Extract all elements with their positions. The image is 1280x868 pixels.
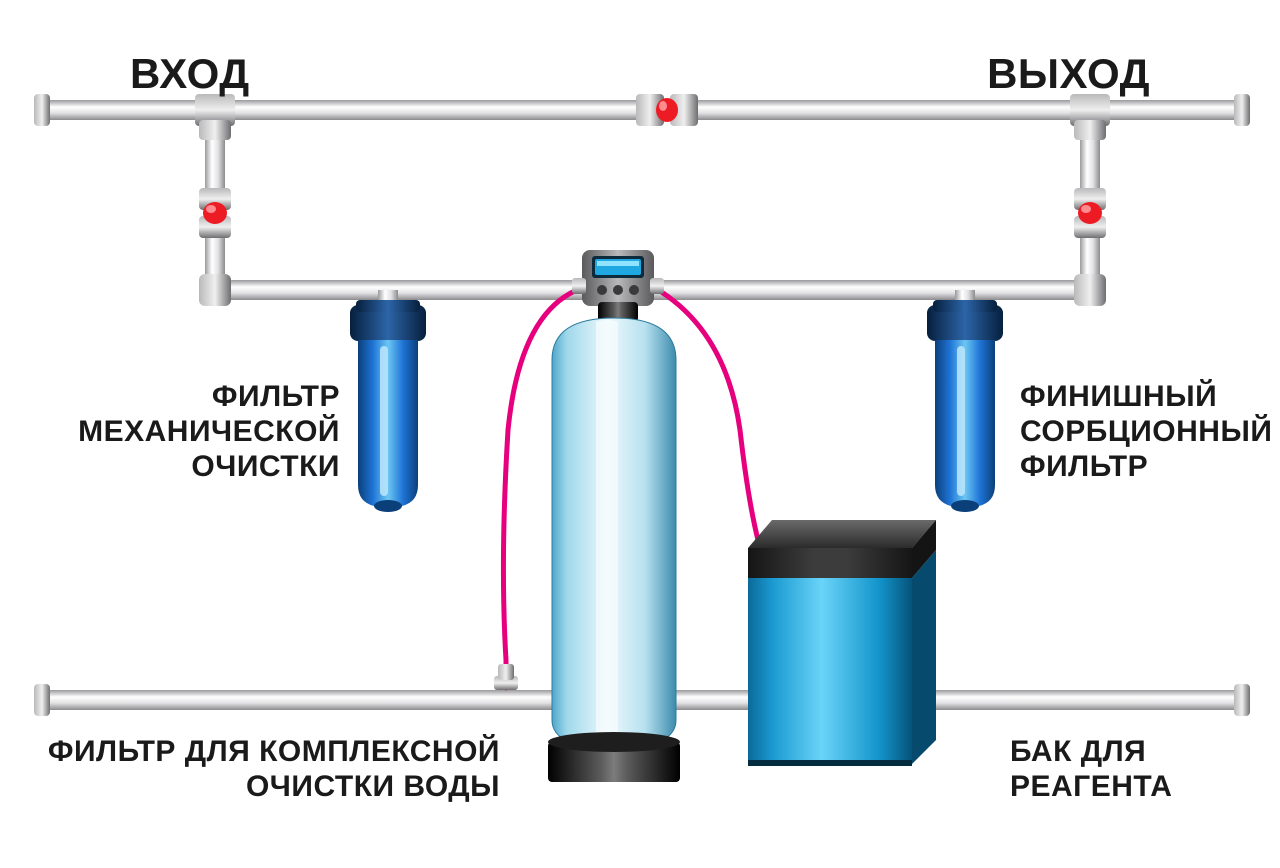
- finishing-filter: [927, 300, 1003, 512]
- mechanical-filter: [350, 300, 426, 512]
- cap-bot-right: [1234, 684, 1250, 716]
- label-mech-2: МЕХАНИЧЕСКОЙ: [78, 415, 340, 450]
- valve-left-branch: [199, 188, 231, 238]
- elbow-right: [1074, 274, 1106, 306]
- label-comp-2: ОЧИСТКИ ВОДЫ: [246, 770, 500, 805]
- label-comp-1: ФИЛЬТР ДЛЯ КОМПЛЕКСНОЙ: [48, 735, 500, 770]
- complex-filter-column: [548, 250, 680, 782]
- label-tank-1: БАК ДЛЯ: [1010, 735, 1146, 770]
- valve-top-center: [636, 94, 698, 126]
- label-outlet: ВЫХОД: [987, 50, 1150, 98]
- label-mech-1: ФИЛЬТР: [212, 380, 340, 415]
- tee-top-left: [195, 94, 235, 140]
- label-fin-1: ФИНИШНЫЙ: [1020, 380, 1217, 415]
- cap-top-left: [34, 94, 50, 126]
- valve-right-branch: [1074, 188, 1106, 238]
- label-fin-2: СОРБЦИОННЫЙ: [1020, 415, 1272, 450]
- label-mech-3: ОЧИСТКИ: [191, 450, 340, 485]
- label-inlet: ВХОД: [130, 50, 250, 98]
- label-fin-3: ФИЛЬТР: [1020, 450, 1148, 485]
- reagent-tank: [748, 520, 936, 766]
- control-head: [572, 250, 664, 306]
- label-tank-2: РЕАГЕНТА: [1010, 770, 1172, 805]
- tee-top-right: [1070, 94, 1110, 140]
- elbow-left: [199, 274, 231, 306]
- cap-bot-left: [34, 684, 50, 716]
- cap-top-right: [1234, 94, 1250, 126]
